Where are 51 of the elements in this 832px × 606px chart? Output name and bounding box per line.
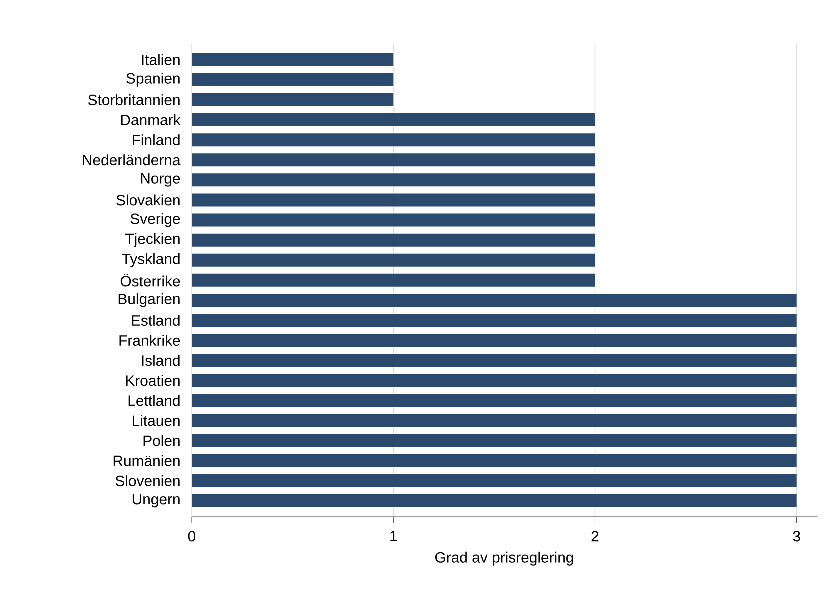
y-tick-label: Bulgarien (118, 294, 180, 308)
bar (192, 454, 797, 468)
y-tick-label: Tjeckien (126, 233, 180, 248)
bar (192, 194, 596, 207)
y-tick-label: Nederländerna (83, 154, 181, 166)
bar (192, 214, 596, 227)
y-tick-label: Slovakien (116, 194, 180, 206)
x-tick-label: 0 (188, 531, 196, 542)
y-tick-label: Rumänien (114, 455, 180, 466)
y-tick-label: Storbritannien (88, 94, 180, 106)
y-tick-label: Kroatien (126, 375, 180, 386)
y-tick-label: Finland (133, 134, 180, 146)
bar (192, 254, 596, 267)
y-tick-label: Danmark (121, 114, 181, 126)
bar (192, 53, 394, 66)
x-tick-label: 1 (390, 531, 398, 542)
y-tick-label: Lettland (128, 395, 180, 406)
y-tick-label: Slovenien (116, 475, 180, 486)
bar (192, 93, 394, 106)
bar (192, 73, 394, 86)
y-tick-label: Spanien (126, 72, 180, 87)
x-tick-label: 2 (592, 531, 599, 542)
x-axis-title: Grad av prisreglering (435, 552, 574, 566)
y-tick-label: Tyskland (122, 253, 180, 268)
bar (192, 334, 797, 348)
y-tick-label: Italien (142, 54, 180, 66)
bar (192, 134, 596, 147)
y-tick-label: Ungern (132, 494, 180, 508)
bar (192, 414, 797, 428)
x-tick-label: 3 (793, 531, 800, 542)
bar (192, 294, 797, 307)
y-tick-label: Estland (132, 315, 180, 326)
y-tick-label: Österrike (120, 274, 180, 287)
bar (192, 114, 596, 127)
bar (192, 154, 596, 167)
y-tick-label: Frankrike (120, 335, 180, 346)
bar (192, 374, 797, 388)
bar (192, 274, 596, 287)
bar (192, 494, 797, 508)
y-tick-label: Norge (141, 173, 180, 187)
y-tick-label: Polen (144, 435, 180, 446)
bar (192, 474, 797, 488)
y-tick-label: Island (142, 355, 180, 366)
y-tick-label: Sverige (130, 213, 180, 228)
bar (192, 174, 596, 187)
y-tick-label: Litauen (133, 415, 180, 426)
bar (192, 394, 797, 408)
bar (192, 354, 797, 368)
bar (192, 434, 797, 448)
bar (192, 314, 797, 328)
bar (192, 234, 596, 247)
